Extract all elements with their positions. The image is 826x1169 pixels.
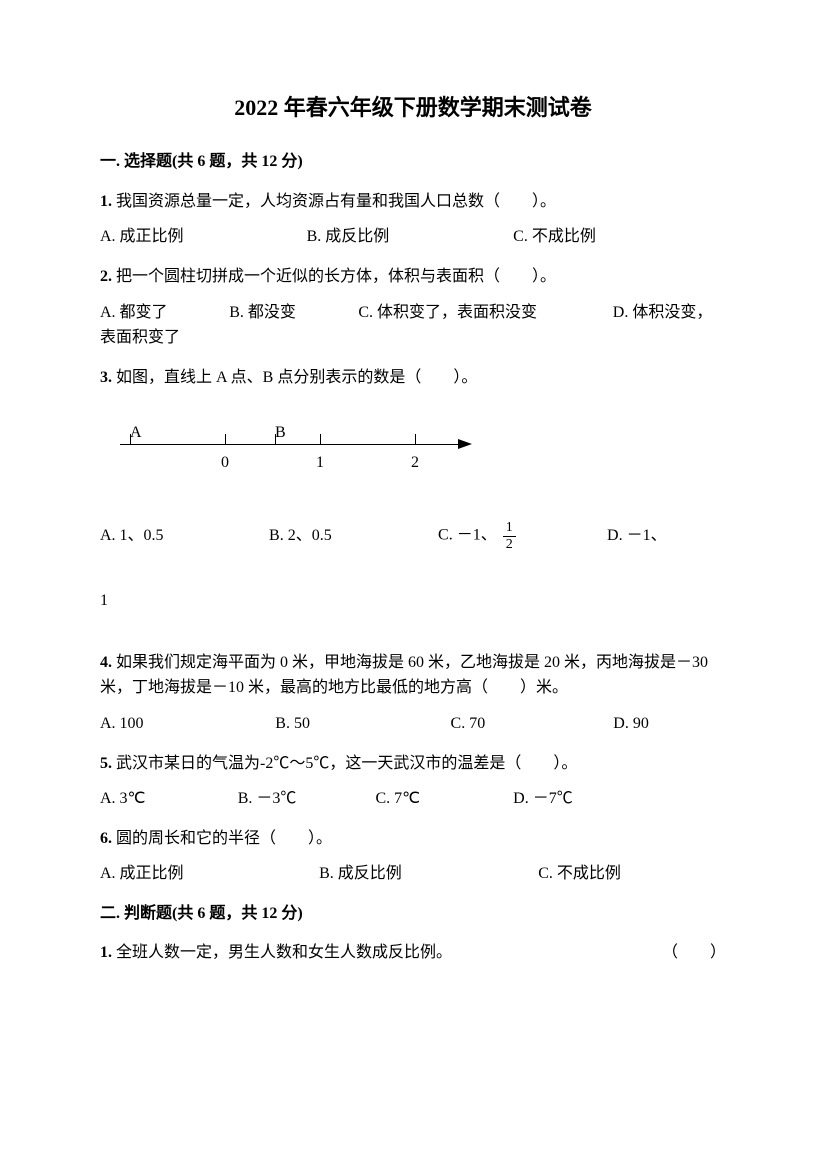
q2-num: 2.	[100, 268, 112, 285]
question-1: 1. 我国资源总量一定，人均资源占有量和我国人口总数（ ）。 A. 成正比例 B…	[100, 189, 726, 250]
q4-options: A. 100 B. 50 C. 70 D. 90	[100, 711, 726, 737]
judge-question-1: 1. 全班人数一定，男生人数和女生人数成反比例。 （ ）	[100, 940, 726, 966]
fraction-num: 1	[503, 520, 516, 536]
q4-num: 4.	[100, 654, 112, 671]
q3-text: 3. 如图，直线上 A 点、B 点分别表示的数是（ ）。	[100, 365, 726, 391]
axis-line	[120, 444, 460, 445]
q2-text: 2. 把一个圆柱切拼成一个近似的长方体，体积与表面积（ ）。	[100, 264, 726, 290]
q6-num: 6.	[100, 830, 112, 847]
q3-num: 3.	[100, 369, 112, 386]
q4-text: 4. 如果我们规定海平面为 0 米，甲地海拔是 60 米，乙地海拔是 20 米，…	[100, 650, 726, 701]
q4-body: 如果我们规定海平面为 0 米，甲地海拔是 60 米，乙地海拔是 20 米，丙地海…	[100, 654, 708, 697]
q4-opt-a: A. 100	[100, 711, 275, 737]
q6-options: A. 成正比例 B. 成反比例 C. 不成比例	[100, 861, 726, 887]
jq1-body: 全班人数一定，男生人数和女生人数成反比例。	[116, 944, 452, 961]
tick-1	[320, 434, 321, 444]
question-4: 4. 如果我们规定海平面为 0 米，甲地海拔是 60 米，乙地海拔是 20 米，…	[100, 650, 726, 737]
question-6: 6. 圆的周长和它的半径（ ）。 A. 成正比例 B. 成反比例 C. 不成比例	[100, 826, 726, 887]
q3-opt-d: D. －1、	[607, 523, 726, 549]
q3-opt-c: C. －1、 1 2	[438, 520, 607, 552]
q5-opt-b: B. －3℃	[238, 786, 376, 812]
question-5: 5. 武汉市某日的气温为-2℃～5℃，这一天武汉市的温差是（ ）。 A. 3℃ …	[100, 751, 726, 812]
q1-num: 1.	[100, 193, 112, 210]
jq1-text: 1. 全班人数一定，男生人数和女生人数成反比例。 （ ）	[100, 940, 726, 966]
question-2: 2. 把一个圆柱切拼成一个近似的长方体，体积与表面积（ ）。 A. 都变了 B.…	[100, 264, 726, 351]
label-a: A	[130, 420, 142, 446]
q3-opt-d-tail: 1	[100, 588, 726, 614]
q6-opt-c: C. 不成比例	[538, 861, 726, 887]
q2-opt-b: B. 都没变	[229, 300, 354, 326]
q3-body: 如图，直线上 A 点、B 点分别表示的数是（ ）。	[116, 369, 477, 386]
q2-options: A. 都变了 B. 都没变 C. 体积变了，表面积没变 D. 体积没变，表面积变…	[100, 300, 726, 351]
q5-body: 武汉市某日的气温为-2℃～5℃，这一天武汉市的温差是（ ）。	[116, 755, 577, 772]
section-1-header: 一. 选择题(共 6 题，共 12 分)	[100, 149, 726, 175]
q2-body: 把一个圆柱切拼成一个近似的长方体，体积与表面积（ ）。	[116, 268, 556, 285]
q5-opt-c: C. 7℃	[375, 786, 513, 812]
q1-opt-a: A. 成正比例	[100, 224, 307, 250]
section-2-header: 二. 判断题(共 6 题，共 12 分)	[100, 901, 726, 927]
q3-opt-a: A. 1、0.5	[100, 523, 269, 549]
jq1-num: 1.	[100, 944, 112, 961]
q1-options: A. 成正比例 B. 成反比例 C. 不成比例	[100, 224, 726, 250]
tick-label-0: 0	[221, 450, 229, 476]
q3-opt-c-prefix: C. －1、	[438, 527, 497, 544]
q5-text: 5. 武汉市某日的气温为-2℃～5℃，这一天武汉市的温差是（ ）。	[100, 751, 726, 777]
tick-b	[275, 434, 276, 444]
tick-2	[415, 434, 416, 444]
page-title: 2022 年春六年级下册数学期末测试卷	[100, 90, 726, 125]
tick-label-2: 2	[411, 450, 419, 476]
question-3: 3. 如图，直线上 A 点、B 点分别表示的数是（ ）。 A B 0 1 2 A…	[100, 365, 726, 614]
tick-a	[130, 434, 131, 444]
q6-body: 圆的周长和它的半径（ ）。	[116, 830, 332, 847]
q6-text: 6. 圆的周长和它的半径（ ）。	[100, 826, 726, 852]
q3-opt-b: B. 2、0.5	[269, 523, 438, 549]
q2-opt-a: A. 都变了	[100, 300, 225, 326]
jq1-blank: （ ）	[662, 940, 726, 966]
q2-opt-c: C. 体积变了，表面积没变	[358, 300, 608, 326]
q1-body: 我国资源总量一定，人均资源占有量和我国人口总数（ ）。	[116, 193, 556, 210]
arrow-icon	[458, 439, 472, 449]
label-b: B	[275, 420, 286, 446]
q1-text: 1. 我国资源总量一定，人均资源占有量和我国人口总数（ ）。	[100, 189, 726, 215]
q1-opt-b: B. 成反比例	[307, 224, 514, 250]
q5-num: 5.	[100, 755, 112, 772]
fraction-half: 1 2	[503, 520, 516, 552]
q4-opt-d: D. 90	[613, 711, 726, 737]
q1-opt-c: C. 不成比例	[513, 224, 720, 250]
q5-opt-d: D. －7℃	[513, 786, 651, 812]
tick-0	[225, 434, 226, 444]
q4-opt-c: C. 70	[451, 711, 614, 737]
fraction-den: 2	[503, 537, 516, 552]
q4-opt-b: B. 50	[275, 711, 450, 737]
number-line-diagram: A B 0 1 2	[120, 420, 480, 480]
q3-options: A. 1、0.5 B. 2、0.5 C. －1、 1 2 D. －1、	[100, 520, 726, 552]
q6-opt-b: B. 成反比例	[319, 861, 538, 887]
q5-opt-a: A. 3℃	[100, 786, 238, 812]
tick-label-1: 1	[316, 450, 324, 476]
q5-options: A. 3℃ B. －3℃ C. 7℃ D. －7℃	[100, 786, 726, 812]
q6-opt-a: A. 成正比例	[100, 861, 319, 887]
